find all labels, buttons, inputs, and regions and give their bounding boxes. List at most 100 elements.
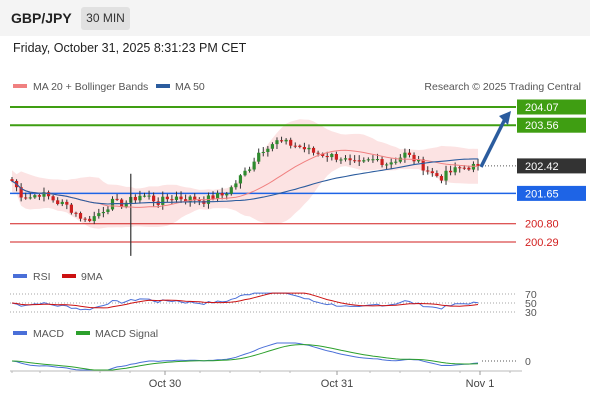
header-bar: GBP/JPY 30 MIN bbox=[0, 0, 590, 36]
x-tick-label: Nov 1 bbox=[466, 378, 495, 390]
candle-body bbox=[375, 159, 380, 161]
ma50-legend-swatch bbox=[156, 84, 170, 88]
candle-body bbox=[417, 159, 421, 162]
ma50-legend-label: MA 50 bbox=[175, 81, 205, 93]
x-tick-label: Oct 30 bbox=[149, 378, 181, 390]
projection-arrow-shaft bbox=[479, 118, 507, 168]
price-label-box bbox=[517, 99, 586, 115]
candle-body bbox=[179, 196, 183, 200]
rsi-level-label: 30 bbox=[525, 307, 537, 319]
candle-body bbox=[51, 196, 55, 201]
macd-signal-legend-label: MACD Signal bbox=[95, 328, 158, 340]
macd-legend-swatch bbox=[13, 331, 27, 335]
rsi-ma-legend-label: 9MA bbox=[81, 271, 103, 283]
price-label-box bbox=[517, 158, 586, 174]
price-label: 200.80 bbox=[525, 219, 559, 231]
price-label-box bbox=[517, 117, 586, 133]
candle-body bbox=[197, 199, 201, 201]
candle-body bbox=[65, 201, 69, 205]
candle-body bbox=[421, 159, 425, 171]
candle-body bbox=[439, 176, 444, 181]
candle-body bbox=[325, 155, 329, 158]
candle-body bbox=[385, 164, 389, 166]
candle-body bbox=[243, 170, 247, 176]
candle-body bbox=[302, 147, 306, 150]
candle-body bbox=[348, 158, 352, 161]
candle-body bbox=[138, 195, 142, 201]
rsi-level-label: 50 bbox=[525, 298, 537, 310]
candle-body bbox=[28, 197, 32, 199]
candle-body bbox=[46, 192, 51, 197]
rsi-line bbox=[11, 292, 479, 311]
candle-body bbox=[124, 202, 128, 208]
macd-panel: 0 bbox=[11, 342, 531, 371]
macd-signal-line bbox=[11, 344, 479, 371]
candle-body bbox=[60, 201, 64, 205]
candle-body bbox=[403, 152, 407, 158]
candle-body bbox=[394, 161, 398, 163]
candle-body bbox=[56, 200, 60, 205]
price-label: 203.56 bbox=[525, 120, 559, 132]
rsi-legend-label: RSI bbox=[33, 271, 51, 283]
candle-body bbox=[165, 196, 169, 200]
candle-body bbox=[101, 212, 105, 214]
candle-body bbox=[188, 196, 192, 202]
candle-body bbox=[389, 162, 393, 165]
macd-line bbox=[11, 342, 479, 371]
candle-body bbox=[298, 145, 302, 148]
candle-body bbox=[343, 158, 348, 160]
candle-body bbox=[448, 170, 453, 173]
candle-body bbox=[339, 159, 343, 161]
candle-body bbox=[33, 195, 37, 198]
candle-body bbox=[453, 167, 457, 173]
candle-body bbox=[69, 204, 73, 213]
x-axis: Oct 30 Oct 31 Nov 1 bbox=[11, 371, 511, 390]
credit-label: Research © 2025 Trading Central bbox=[424, 81, 581, 93]
price-label: 204.07 bbox=[525, 102, 559, 114]
candle-body bbox=[279, 140, 284, 142]
candle-body bbox=[357, 160, 361, 162]
rsi-level-label: 70 bbox=[525, 289, 537, 301]
ma20-legend-label: MA 20 + Bollinger Bands bbox=[33, 81, 148, 93]
candle-body bbox=[311, 147, 316, 153]
candle-body bbox=[380, 159, 384, 166]
candle-body bbox=[174, 196, 179, 200]
ma20-legend-swatch bbox=[13, 84, 27, 88]
candle-body bbox=[37, 195, 42, 197]
candle-body bbox=[115, 198, 119, 200]
candle-body bbox=[430, 171, 434, 174]
candle-body bbox=[19, 187, 23, 198]
candle-body bbox=[275, 140, 279, 145]
candle-body bbox=[83, 218, 87, 220]
candle-body bbox=[238, 175, 243, 184]
candle-body bbox=[252, 161, 256, 170]
candle-body bbox=[362, 160, 366, 162]
candle-body bbox=[412, 154, 416, 162]
candle-body bbox=[334, 154, 338, 160]
candle-body bbox=[257, 152, 261, 162]
candle-body bbox=[24, 197, 28, 199]
candle-body bbox=[152, 195, 156, 202]
candle-body bbox=[284, 139, 288, 142]
candle-body bbox=[462, 167, 466, 169]
candle-body bbox=[147, 195, 151, 197]
candle-body bbox=[88, 218, 92, 222]
candle-body bbox=[321, 153, 325, 156]
candle-body bbox=[220, 193, 224, 196]
ma50-line bbox=[11, 158, 478, 205]
candle-body bbox=[261, 151, 265, 153]
candle-body bbox=[247, 169, 252, 171]
price-label-box bbox=[517, 185, 586, 201]
candle-body bbox=[398, 157, 402, 162]
timeframe-badge[interactable]: 30 MIN bbox=[81, 7, 130, 30]
candle-body bbox=[74, 212, 78, 214]
candle-body bbox=[92, 216, 96, 222]
candle-body bbox=[78, 213, 83, 219]
price-label: 200.29 bbox=[525, 237, 559, 249]
macd-signal-legend-swatch bbox=[76, 331, 90, 335]
rsi-ma-legend-swatch bbox=[62, 274, 76, 278]
candle-body bbox=[161, 196, 165, 205]
candle-body bbox=[426, 170, 430, 172]
candle-body bbox=[316, 152, 320, 154]
candle-body bbox=[170, 199, 174, 201]
